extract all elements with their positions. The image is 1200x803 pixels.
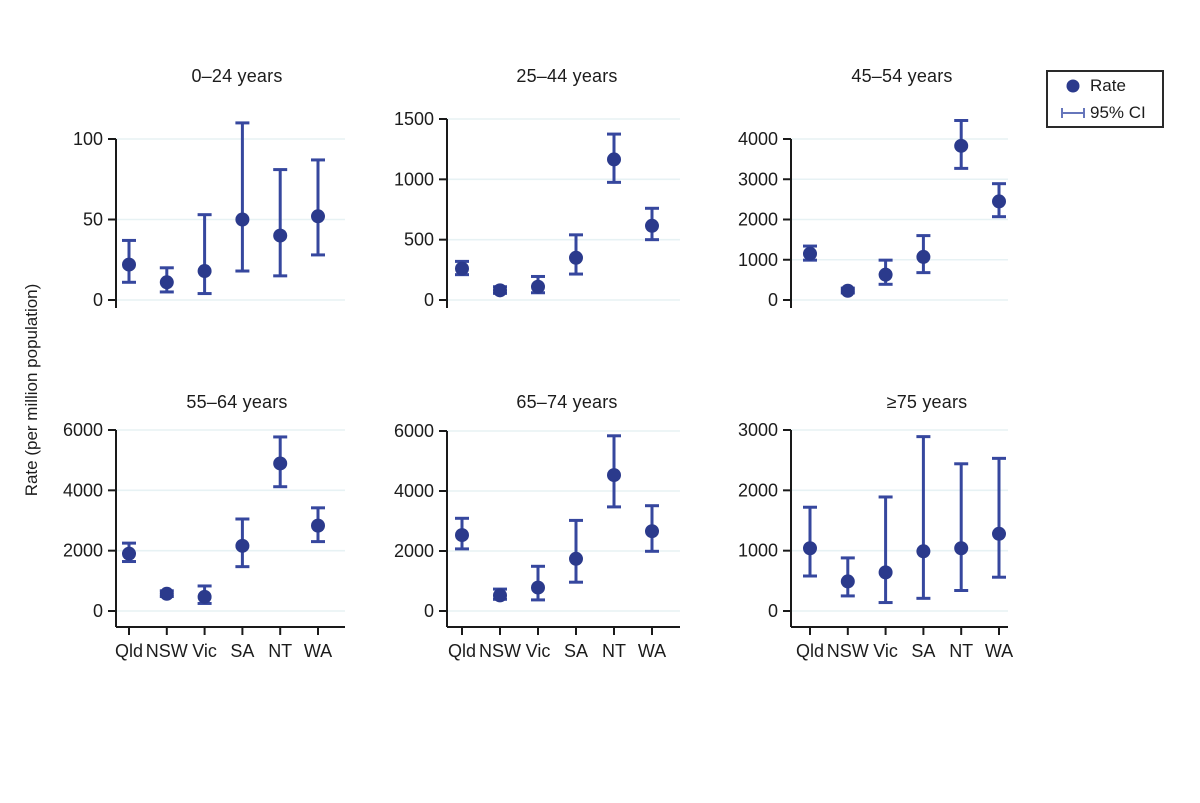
rate-point [122, 546, 136, 561]
rate-point [954, 541, 969, 556]
y-tick-label: 4000 [63, 480, 103, 500]
y-tick-label: 0 [424, 290, 434, 310]
rate-point [569, 551, 583, 566]
panel-title-55-64: 55–64 years [186, 392, 288, 412]
rate-point [569, 250, 583, 265]
rate-point [992, 526, 1006, 541]
legend-row-ci: 95% CI [1048, 99, 1162, 126]
y-tick-label: 0 [93, 601, 103, 621]
x-category-label: WA [985, 641, 1013, 661]
rate-point [493, 588, 507, 603]
x-category-label: NT [602, 641, 626, 661]
panel-title-0-24: 0–24 years [191, 66, 283, 86]
legend-ci-label: 95% CI [1090, 102, 1146, 122]
y-tick-label: 6000 [394, 421, 434, 441]
ci-errorbar-icon [1056, 106, 1090, 120]
y-tick-label: 0 [768, 601, 778, 621]
rate-point [159, 275, 174, 290]
rate-point [645, 218, 659, 233]
rate-dot-icon [1056, 77, 1090, 95]
x-category-label: WA [304, 641, 332, 661]
x-category-label: NT [268, 641, 292, 661]
x-category-label: SA [564, 641, 588, 661]
rate-point [311, 209, 325, 224]
y-tick-label: 2000 [738, 210, 778, 230]
panel-title-75plus: ≥75 years [886, 392, 968, 412]
rate-point [607, 468, 621, 483]
panel-title-65-74: 65–74 years [516, 392, 618, 412]
y-tick-label: 3000 [738, 420, 778, 440]
y-tick-label: 0 [768, 290, 778, 310]
rate-point [273, 456, 288, 471]
y-tick-label: 1000 [738, 541, 778, 561]
panel-title-25-44: 25–44 years [516, 66, 618, 86]
y-tick-label: 2000 [394, 541, 434, 561]
y-tick-label: 0 [424, 601, 434, 621]
rate-point [607, 152, 621, 167]
y-tick-label: 50 [83, 210, 103, 230]
x-category-label: NSW [146, 641, 188, 661]
y-tick-label: 0 [93, 290, 103, 310]
y-tick-label: 2000 [738, 480, 778, 500]
x-category-label: Vic [192, 641, 217, 661]
rate-point [235, 212, 250, 227]
rate-point [916, 249, 931, 264]
legend: Rate 95% CI [1046, 70, 1164, 128]
rate-point [840, 574, 855, 589]
x-category-label: Vic [526, 641, 551, 661]
rate-point [916, 544, 931, 559]
y-tick-label: 4000 [394, 481, 434, 501]
rate-point [992, 194, 1006, 209]
rate-point [311, 518, 325, 533]
y-tick-label: 4000 [738, 129, 778, 149]
y-tick-label: 3000 [738, 169, 778, 189]
rate-point [840, 283, 855, 298]
y-tick-label: 100 [73, 129, 103, 149]
x-category-label: SA [911, 641, 935, 661]
x-category-label: Qld [796, 641, 824, 661]
y-tick-label: 1000 [394, 169, 434, 189]
rate-point [273, 228, 288, 243]
rate-point [803, 541, 817, 556]
rate-point [493, 283, 507, 298]
rate-point [531, 580, 545, 595]
rate-point [197, 589, 212, 604]
y-tick-label: 2000 [63, 541, 103, 561]
y-tick-label: 6000 [63, 420, 103, 440]
x-category-label: NSW [827, 641, 869, 661]
rate-point [954, 138, 969, 153]
x-category-label: SA [230, 641, 254, 661]
x-category-label: WA [638, 641, 666, 661]
rate-point [197, 264, 212, 279]
rate-point [159, 586, 174, 601]
x-category-label: NT [949, 641, 973, 661]
rate-point [645, 524, 659, 539]
rate-point [235, 538, 250, 553]
rate-point [878, 565, 893, 580]
x-category-label: Qld [115, 641, 143, 661]
rate-point [878, 267, 893, 282]
x-category-label: Qld [448, 641, 476, 661]
x-category-label: NSW [479, 641, 521, 661]
y-axis-label: Rate (per million population) [22, 283, 41, 497]
rate-point [455, 528, 469, 543]
legend-rate-label: Rate [1090, 75, 1126, 95]
rate-point [455, 261, 469, 276]
rate-point [122, 257, 136, 272]
y-tick-label: 1000 [738, 250, 778, 270]
x-category-label: Vic [873, 641, 898, 661]
legend-row-rate: Rate [1048, 72, 1162, 99]
panel-title-45-54: 45–54 years [851, 66, 953, 86]
rate-point [803, 246, 817, 261]
y-tick-label: 1500 [394, 109, 434, 129]
y-tick-label: 500 [404, 230, 434, 250]
rate-point [531, 279, 545, 294]
